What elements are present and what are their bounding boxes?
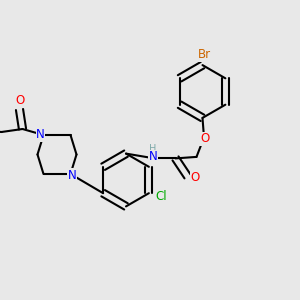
Text: O: O bbox=[15, 94, 24, 107]
Text: O: O bbox=[200, 132, 209, 146]
Text: N: N bbox=[68, 169, 76, 182]
Text: Cl: Cl bbox=[155, 190, 167, 203]
Text: Br: Br bbox=[197, 48, 211, 61]
Text: O: O bbox=[190, 171, 200, 184]
Text: N: N bbox=[36, 128, 45, 142]
Text: N: N bbox=[148, 150, 158, 164]
Text: H: H bbox=[149, 144, 157, 154]
